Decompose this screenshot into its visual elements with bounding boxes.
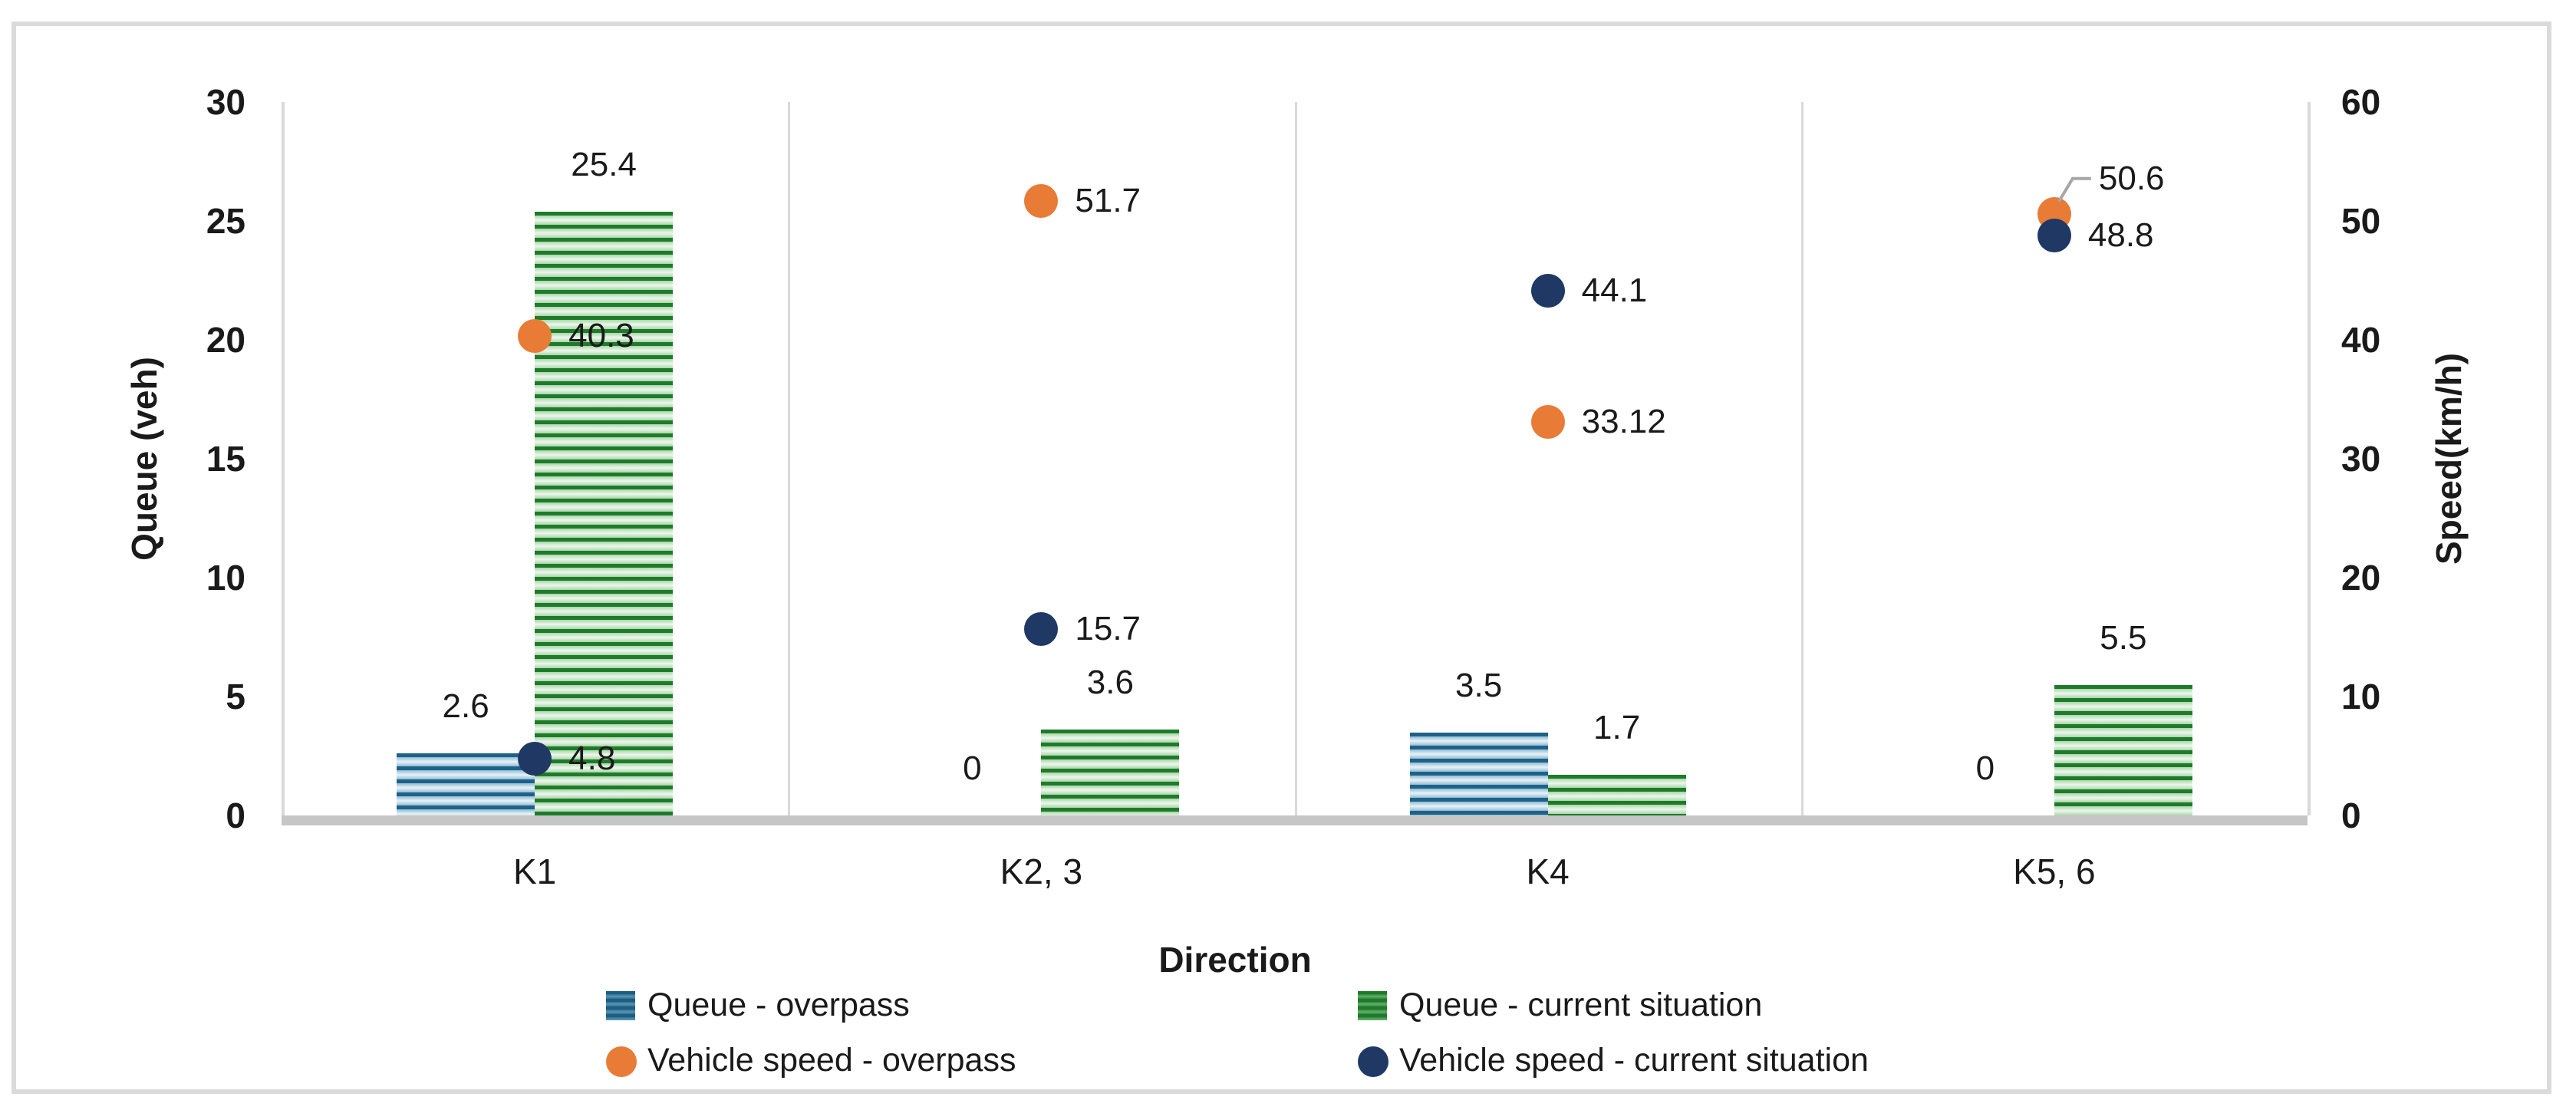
right-axis-tick: 0 xyxy=(2341,796,2361,835)
data-label: 44.1 xyxy=(1581,272,1648,310)
data-label: 0 xyxy=(963,749,982,787)
data-label: 25.4 xyxy=(571,145,637,183)
legend-label: Queue - overpass xyxy=(647,987,910,1023)
data-label: 4.8 xyxy=(568,739,616,777)
left-axis-tick: 10 xyxy=(206,558,245,598)
legend-label: Queue - current situation xyxy=(1399,987,1763,1023)
right-axis-tick: 10 xyxy=(2341,677,2381,716)
data-label: 3.5 xyxy=(1455,666,1503,704)
right-axis-tick: 40 xyxy=(2341,320,2381,360)
category-label: K2, 3 xyxy=(1000,852,1083,891)
right-axis-title: Speed(km/h) xyxy=(2429,352,2469,565)
left-axis-tick: 30 xyxy=(206,82,245,122)
marker-dot-navy-K5, 6 xyxy=(2037,218,2071,252)
right-axis-line xyxy=(2308,102,2311,815)
bar-bar-blue-K4 xyxy=(1409,732,1548,815)
legend-swatch-dot-orange xyxy=(606,1046,637,1077)
bar-bar-green-K2, 3 xyxy=(1041,730,1180,815)
x-axis-baseline xyxy=(282,815,2308,825)
data-label: 51.7 xyxy=(1075,181,1141,219)
data-label: 40.3 xyxy=(568,317,634,355)
right-axis-tick: 60 xyxy=(2341,82,2381,122)
legend-swatch-bar-blue xyxy=(606,991,635,1020)
marker-dot-navy-K4 xyxy=(1530,274,1565,308)
right-axis-tick: 20 xyxy=(2341,558,2381,598)
legend-swatch-bar-green xyxy=(1358,991,1387,1020)
marker-dot-orange-K4 xyxy=(1530,404,1565,439)
figure-border xyxy=(12,21,2551,1094)
marker-dot-navy-K1 xyxy=(518,741,552,776)
category-label: K5, 6 xyxy=(2013,852,2096,891)
left-axis-tick: 25 xyxy=(206,201,245,241)
marker-dot-orange-K1 xyxy=(518,319,552,354)
category-label: K1 xyxy=(512,852,557,891)
legend-swatch-dot-navy xyxy=(1358,1046,1388,1077)
right-axis-tick: 30 xyxy=(2341,439,2381,479)
right-axis-tick: 50 xyxy=(2341,201,2381,241)
bar-bar-blue-K1 xyxy=(397,753,535,815)
category-separator-gridline xyxy=(1800,102,1804,815)
left-axis-tick: 15 xyxy=(206,439,245,479)
left-axis-tick: 0 xyxy=(226,796,245,835)
bar-bar-green-K1 xyxy=(535,211,674,815)
left-axis-tick: 20 xyxy=(206,320,245,360)
data-label: 48.8 xyxy=(2087,216,2154,254)
marker-dot-navy-K2, 3 xyxy=(1024,611,1059,646)
category-label: K4 xyxy=(1526,852,1570,891)
category-separator-gridline xyxy=(1294,102,1297,815)
data-label: 50.6 xyxy=(2098,159,2165,197)
data-label: 33.12 xyxy=(1581,402,1666,440)
legend-label: Vehicle speed - current situation xyxy=(1399,1042,1869,1079)
data-label: 2.6 xyxy=(442,687,489,726)
left-axis-tick: 5 xyxy=(226,677,245,716)
data-label: 1.7 xyxy=(1593,709,1641,747)
bar-bar-green-K5, 6 xyxy=(2054,684,2192,815)
marker-dot-orange-K2, 3 xyxy=(1024,183,1059,218)
bar-bar-green-K4 xyxy=(1547,775,1686,815)
x-axis-title: Direction xyxy=(1158,940,1312,980)
data-label: 0 xyxy=(1975,749,1995,787)
left-axis-line xyxy=(282,102,285,815)
data-label: 5.5 xyxy=(2100,618,2147,657)
legend-label: Vehicle speed - overpass xyxy=(647,1042,1016,1079)
category-separator-gridline xyxy=(788,102,791,815)
data-label: 3.6 xyxy=(1086,664,1134,702)
data-label: 15.7 xyxy=(1075,609,1141,647)
